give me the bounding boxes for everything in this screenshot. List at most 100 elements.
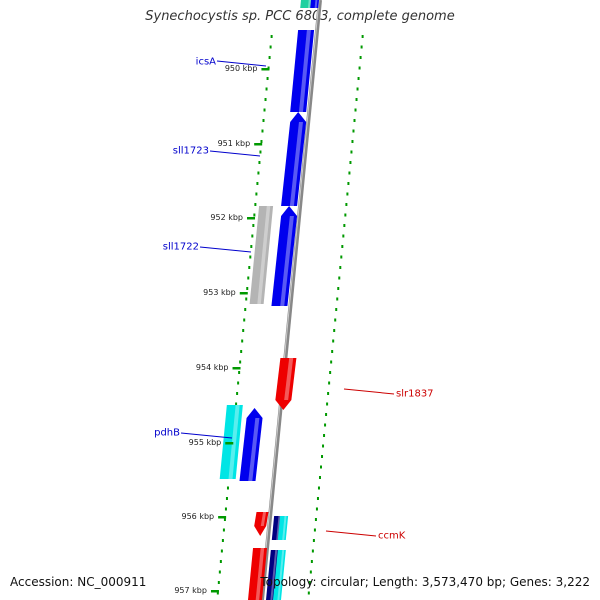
genome-title: Synechocystis sp. PCC 6803, complete gen… — [145, 9, 455, 24]
inner-dot — [217, 581, 220, 584]
feature-sll1723 — [281, 112, 307, 206]
outer-dot — [309, 570, 312, 574]
tick-950: 950 kbp — [225, 64, 270, 73]
feature-slr1837 — [275, 358, 297, 410]
outer-dot — [343, 224, 346, 227]
inner-dot — [246, 287, 249, 290]
inner-dot — [225, 497, 228, 500]
outer-dot — [351, 140, 354, 143]
outer-dot — [317, 486, 320, 490]
outer-dot — [340, 255, 343, 259]
outer-dot — [337, 287, 340, 290]
inner-dot — [221, 539, 224, 542]
outer-dot — [320, 465, 323, 469]
inner-dot — [262, 119, 265, 122]
inner-dot — [254, 203, 257, 206]
gene-label-text: slr1837 — [396, 389, 434, 400]
tick-label: 955 kbp — [189, 438, 222, 447]
inner-dot — [216, 591, 219, 595]
tick-label: 957 kbp — [174, 586, 207, 595]
inner-dot — [265, 87, 268, 91]
outer-dot — [328, 381, 331, 385]
outer-dot — [355, 98, 358, 101]
inner-dot — [237, 381, 240, 385]
outer-dot — [329, 371, 332, 374]
outer-dot — [335, 308, 338, 311]
outer-dot — [344, 213, 347, 217]
outer-dot — [361, 35, 364, 38]
outer-dot — [356, 87, 359, 91]
tick-954: 954 kbp — [196, 363, 241, 372]
outer-dot — [307, 591, 310, 595]
tick-mark — [239, 292, 248, 295]
outer-dot — [313, 528, 316, 532]
inner-dot — [239, 360, 242, 364]
outer-dot — [350, 150, 353, 154]
tick-957: 957 kbp — [174, 586, 219, 595]
outer-dot — [321, 455, 324, 458]
outer-dot — [339, 266, 342, 269]
backbone-line — [260, 0, 322, 600]
inner-dot — [224, 507, 227, 511]
inner-dot — [252, 224, 255, 227]
inner-dot — [268, 56, 271, 59]
gene-label-text: icsA — [196, 57, 216, 68]
outer-dot — [308, 581, 311, 584]
inner-dot — [247, 276, 250, 280]
gene-label-sll1723: sll1723 — [173, 146, 261, 157]
gc-skew-dots — [216, 35, 364, 595]
inner-dot — [238, 371, 241, 374]
tick-label: 952 kbp — [210, 213, 243, 222]
outer-dot — [325, 413, 328, 416]
inner-dot — [248, 266, 251, 269]
feature-icsA — [290, 30, 315, 112]
feature-sll1722 — [271, 206, 298, 306]
tick-951: 951 kbp — [218, 139, 263, 148]
tick-label: 953 kbp — [203, 288, 236, 297]
outer-dot — [353, 119, 356, 122]
outer-dot — [358, 66, 361, 70]
leader-line — [325, 530, 377, 537]
outer-dot — [359, 56, 362, 59]
genome-backbone — [260, 0, 322, 600]
feature-pdhB — [239, 408, 263, 481]
outer-dot — [327, 392, 330, 395]
inner-dot — [270, 35, 273, 38]
leader-line — [216, 60, 267, 67]
inner-dot — [257, 171, 260, 175]
gene-label-pdhB: pdhB — [154, 428, 233, 439]
outer-dot — [333, 329, 336, 332]
outer-dot — [318, 476, 321, 479]
outer-dot — [354, 108, 357, 112]
inner-dot — [244, 308, 247, 311]
tick-mark — [232, 367, 241, 370]
inner-dot — [255, 192, 258, 196]
inner-dot — [264, 98, 267, 101]
outer-dot — [334, 318, 337, 322]
feature-cyan-3 — [273, 550, 286, 600]
tick-mark — [218, 516, 227, 519]
inner-dot — [251, 234, 254, 238]
inner-dot — [266, 77, 269, 80]
tick-label: 951 kbp — [218, 139, 251, 148]
inner-dot — [245, 297, 248, 301]
inner-dot — [218, 570, 221, 574]
gene-features — [219, 0, 319, 600]
inner-dot — [258, 161, 261, 164]
leader-line — [343, 388, 395, 395]
outer-dot — [311, 549, 314, 553]
outer-dot — [312, 539, 315, 542]
tick-label: 956 kbp — [182, 512, 215, 521]
outer-dot — [315, 507, 318, 511]
tick-mark — [261, 68, 270, 71]
inner-dot — [269, 45, 272, 49]
feature-gray — [249, 206, 274, 304]
gene-label-sll1722: sll1722 — [163, 242, 252, 253]
inner-dot — [235, 402, 238, 406]
tick-label: 950 kbp — [225, 64, 258, 73]
gene-label-icsA: icsA — [196, 57, 267, 68]
inner-dot — [259, 150, 262, 154]
tick-label: 954 kbp — [196, 363, 229, 372]
tick-mark — [225, 442, 234, 445]
